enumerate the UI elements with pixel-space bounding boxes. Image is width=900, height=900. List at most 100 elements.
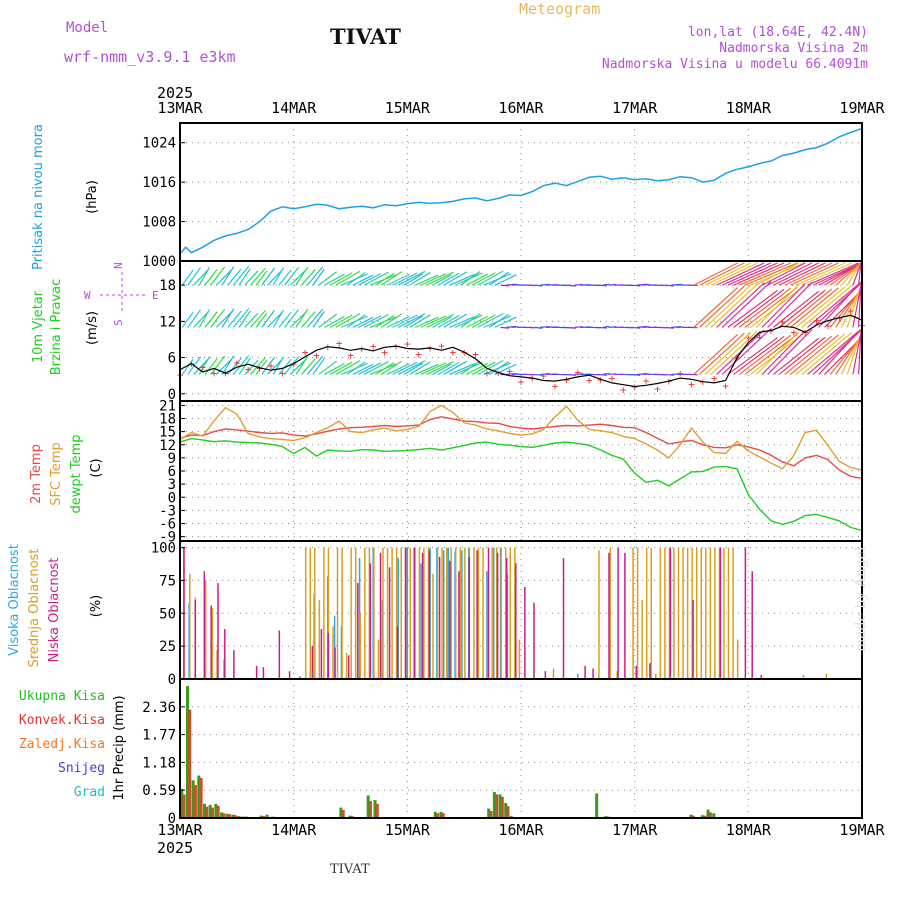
wind-barb xyxy=(534,326,543,329)
wind-barb xyxy=(665,373,674,376)
wind-barb xyxy=(215,268,233,286)
precip-bar-0 xyxy=(433,811,437,818)
wind-barb xyxy=(852,285,862,328)
time-label-top: 15MAR xyxy=(385,99,431,117)
wind-barb xyxy=(449,363,475,376)
wind-barb xyxy=(278,311,292,328)
precip-bar-1 xyxy=(222,813,226,818)
wind-barb xyxy=(198,309,211,328)
y-tick-label: 18 xyxy=(159,278,176,294)
gust-marker: + xyxy=(347,349,354,362)
wind-barb xyxy=(721,328,772,375)
precip-unit: 1hr Precip (mm) xyxy=(112,695,127,800)
wind-barb xyxy=(250,267,266,286)
wind-barb xyxy=(221,266,235,286)
y-tick-label: 0 xyxy=(168,811,176,827)
wind-barb xyxy=(244,359,259,375)
precip-bar-1 xyxy=(506,806,510,818)
wind-barb xyxy=(306,355,324,375)
gust-marker: + xyxy=(847,304,854,317)
gust-marker: + xyxy=(484,367,491,380)
wind-barb xyxy=(466,362,489,375)
gust-marker: + xyxy=(756,331,763,344)
y-tick-label: 15 xyxy=(159,425,176,441)
wind-barb xyxy=(193,311,209,328)
wind-barb xyxy=(738,334,792,375)
wind-barb xyxy=(857,331,862,375)
precip-bar-0 xyxy=(706,809,710,818)
time-label-bottom: 13MAR xyxy=(157,821,203,839)
wind-barb xyxy=(494,274,517,286)
wind-barb xyxy=(790,287,839,328)
wind-barb xyxy=(471,272,496,286)
wind-barb xyxy=(261,356,275,375)
wind-barb xyxy=(727,262,778,286)
panel-frame-precip xyxy=(179,678,863,819)
wind-barb xyxy=(477,359,504,375)
wind-barb xyxy=(301,311,316,328)
wind-barb xyxy=(267,269,283,286)
wind-barb xyxy=(767,282,813,328)
series-line-wind-speed xyxy=(179,314,863,388)
wind-barb xyxy=(415,363,439,375)
wind-barb xyxy=(437,362,460,375)
wind-barb xyxy=(761,330,806,375)
gust-marker: + xyxy=(825,320,832,333)
wind-barb xyxy=(744,333,798,375)
wind-barb xyxy=(699,285,745,328)
wind-barb xyxy=(289,311,307,328)
precip-bar-1 xyxy=(691,815,695,818)
wind-barb xyxy=(631,326,641,329)
precip-bar-1 xyxy=(341,809,345,818)
wind-barb xyxy=(204,358,218,375)
wind-barb xyxy=(193,358,209,375)
wind-barb xyxy=(386,316,410,328)
precip-bar-0 xyxy=(595,793,599,818)
cloud-unit: (%) xyxy=(89,595,104,618)
wind-barb xyxy=(352,274,374,286)
wind-barb xyxy=(699,332,745,375)
wind-barb xyxy=(318,360,338,375)
gust-marker: + xyxy=(199,361,206,374)
temp-unit: (C) xyxy=(89,458,104,477)
wind-barb xyxy=(403,315,423,328)
wind-barb xyxy=(449,316,475,328)
gust-marker: + xyxy=(722,379,729,392)
precip-bar-1 xyxy=(495,794,499,818)
gust-marker: + xyxy=(449,346,456,359)
gust-marker: + xyxy=(302,346,309,359)
y-tick-label: 0 xyxy=(168,387,176,403)
gust-marker: + xyxy=(370,340,377,353)
y-tick-label: 3 xyxy=(168,477,176,493)
wind-barb xyxy=(346,314,366,328)
wind-barb xyxy=(852,262,862,286)
wind-barb xyxy=(392,361,418,375)
wind-barb xyxy=(318,271,338,286)
wind-barb xyxy=(272,356,285,375)
wind-barb xyxy=(818,281,862,328)
gust-marker: + xyxy=(790,326,797,339)
wind-barb xyxy=(857,284,862,328)
y-tick-label: -6 xyxy=(159,517,176,533)
wind-barb xyxy=(295,308,309,328)
gust-marker: + xyxy=(313,349,320,362)
panel-frame-clouds xyxy=(179,540,863,680)
wind-barb xyxy=(187,309,202,328)
wind-barb xyxy=(432,363,452,375)
gust-marker: + xyxy=(779,315,786,328)
wind-barb xyxy=(443,271,468,286)
wind-barb xyxy=(738,287,792,328)
wind-barb xyxy=(841,262,862,286)
wind-barb xyxy=(420,362,447,375)
wind-barb xyxy=(409,361,431,375)
gust-marker: + xyxy=(336,337,343,350)
precip-bar-0 xyxy=(220,812,224,818)
y-tick-label: 0.59 xyxy=(142,783,176,799)
wind-barb xyxy=(733,288,785,328)
wind-barb xyxy=(727,337,778,375)
wind-barb xyxy=(289,269,307,286)
wind-barb xyxy=(420,273,447,286)
wind-barb xyxy=(704,284,752,328)
wind-barb xyxy=(392,272,418,286)
wind-barb xyxy=(335,360,361,375)
